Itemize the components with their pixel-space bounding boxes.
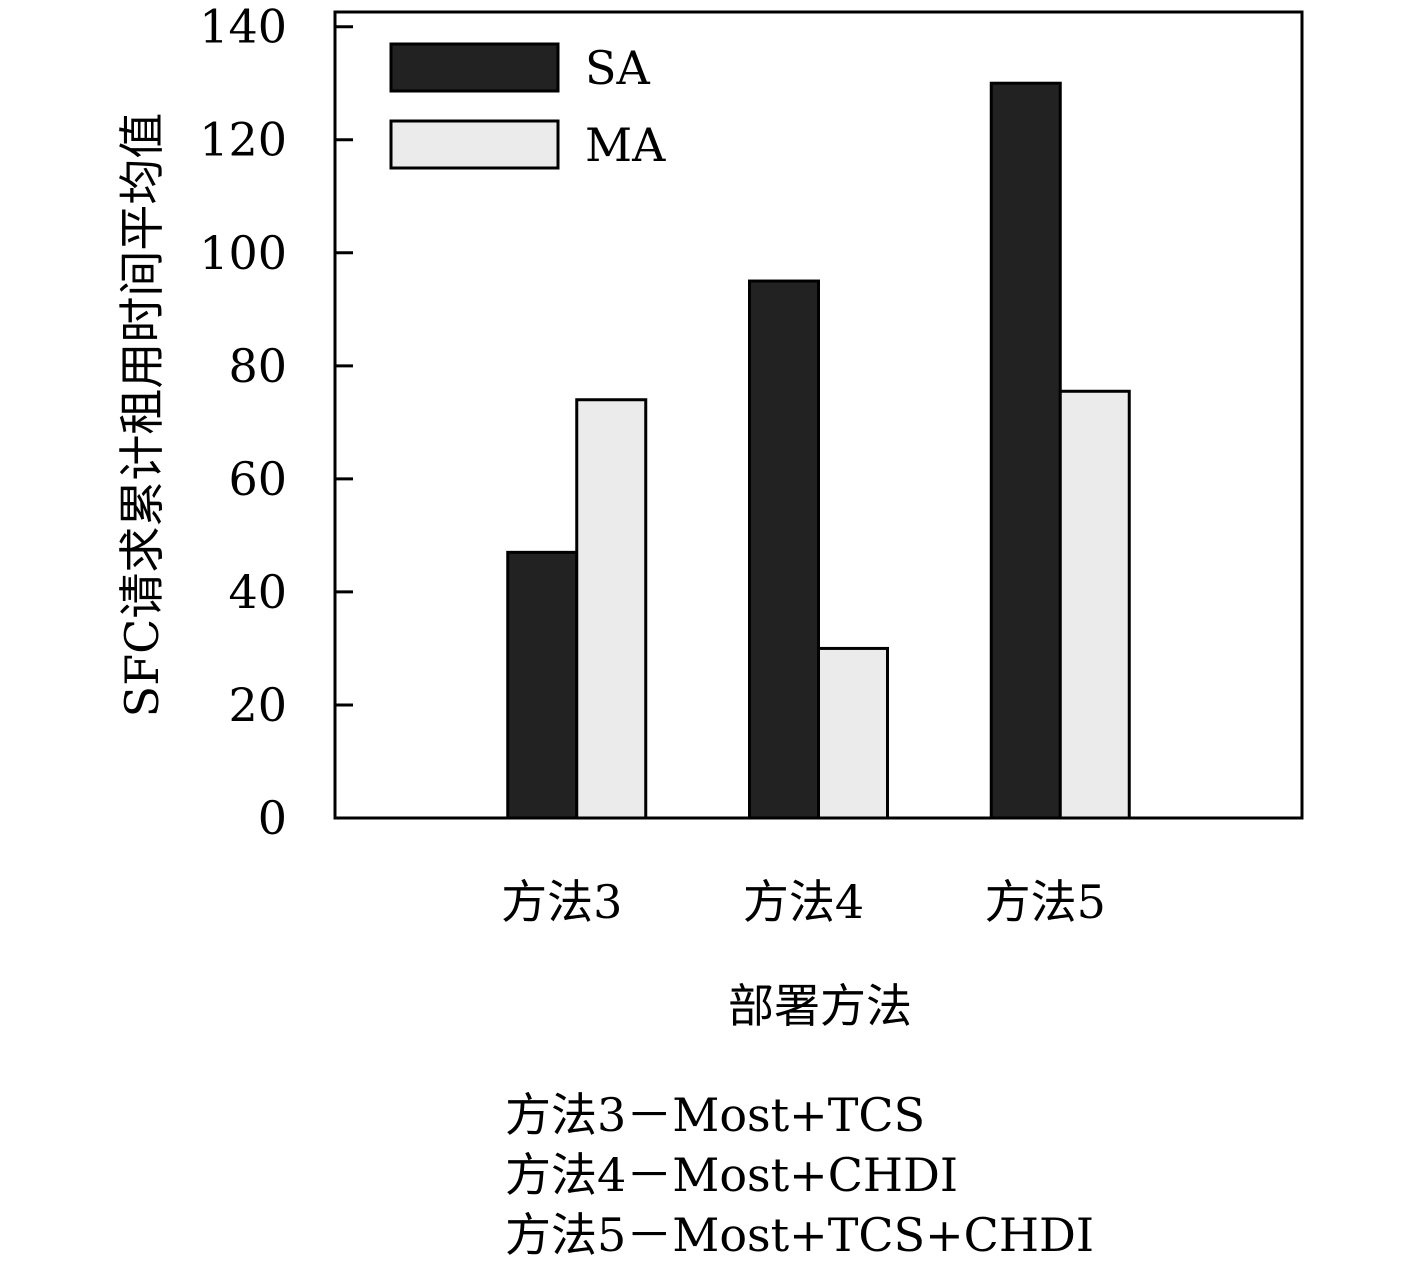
x-tick-label: 方法4 [743,875,864,929]
method-notes: 方法3－Most+TCS 方法4－Most+CHDI 方法5－Most+TCS+… [505,1085,1094,1265]
bar-ma-2 [817,646,889,820]
legend-label-sa: SA [585,41,651,95]
note-method-4: 方法4－Most+CHDI [505,1148,959,1202]
y-axis-label: SFC请求累计租用时间平均值 [115,113,169,718]
legend-label-ma: MA [585,118,666,172]
y-tick-label: 140 [199,0,287,54]
y-tick-label: 60 [228,452,287,506]
plot-frame [333,10,1304,820]
bar-sa-3 [989,81,1062,820]
note-method-3: 方法3－Most+TCS [505,1088,926,1142]
bar-ma-3 [1058,389,1131,820]
legend: SA MA [389,41,666,172]
legend-swatch-ma [389,119,560,170]
legend-swatch-sa [389,42,560,93]
bar-sa-1 [506,550,579,820]
x-axis-label: 部署方法 [728,979,912,1033]
y-tick-label: 100 [199,226,287,280]
y-tick-label: 120 [199,113,287,167]
bar-sa-2 [748,279,820,820]
note-method-5: 方法5－Most+TCS+CHDI [505,1208,1094,1262]
bar-ma-1 [575,398,648,820]
y-tick-label: 40 [228,565,287,619]
y-tick-label: 0 [258,791,287,845]
x-tick-label: 方法5 [985,875,1106,929]
y-tick-label: 20 [228,678,287,732]
x-tick-label: 方法3 [501,875,622,929]
y-tick-label: 80 [228,339,287,393]
